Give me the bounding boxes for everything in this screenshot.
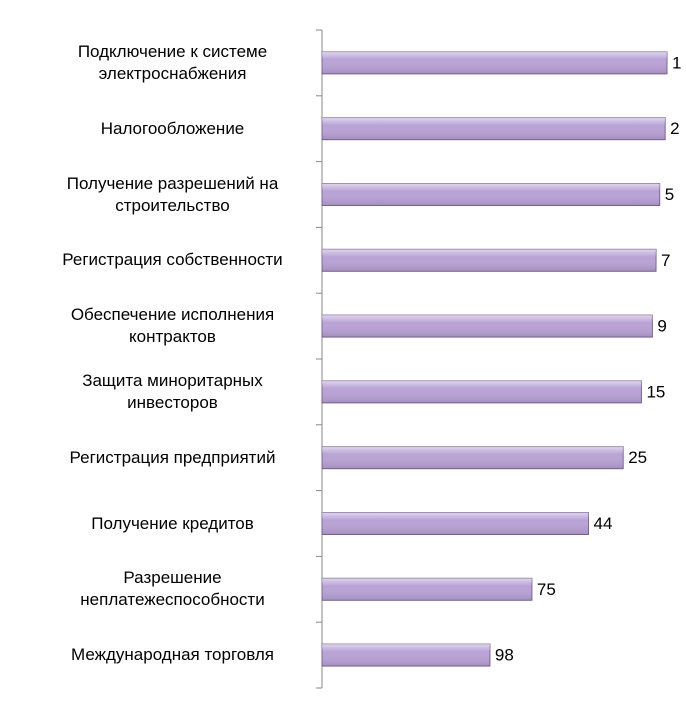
value-label: 1 — [672, 53, 681, 72]
bar-shine — [322, 249, 657, 272]
value-label: 98 — [495, 646, 514, 665]
value-label: 44 — [594, 514, 613, 533]
value-label: 75 — [537, 580, 556, 599]
category-label: Получение разрешений на строительство — [66, 173, 279, 215]
value-label: 25 — [628, 448, 647, 467]
bar-shine — [322, 117, 666, 140]
bar-shine — [322, 578, 532, 601]
value-label: 15 — [646, 382, 665, 401]
category-label: Регистрация собственности — [62, 250, 283, 270]
bar-shine — [322, 183, 660, 206]
value-label: 2 — [670, 119, 679, 138]
value-label: 5 — [665, 185, 674, 204]
bar-shine — [322, 446, 624, 469]
value-label: 7 — [661, 251, 670, 270]
category-label: Обеспечение исполнения контрактов — [70, 305, 275, 347]
bar-shine — [322, 512, 589, 535]
category-label: Международная торговля — [70, 645, 275, 665]
category-label: Налогообложение — [100, 118, 245, 138]
category-label: Защита миноритарных инвесторов — [82, 370, 263, 412]
bar-shine — [322, 380, 642, 403]
bar-shine — [322, 51, 667, 74]
category-label: Получение кредитов — [91, 513, 254, 533]
bar-shine — [322, 644, 490, 667]
category-label: Разрешение неплатежеспособности — [80, 568, 265, 610]
value-label: 9 — [657, 317, 666, 336]
category-label: Подключение к системе электроснабжения — [77, 41, 268, 83]
bar-shine — [322, 315, 653, 338]
category-label: Регистрация предприятий — [69, 447, 276, 467]
